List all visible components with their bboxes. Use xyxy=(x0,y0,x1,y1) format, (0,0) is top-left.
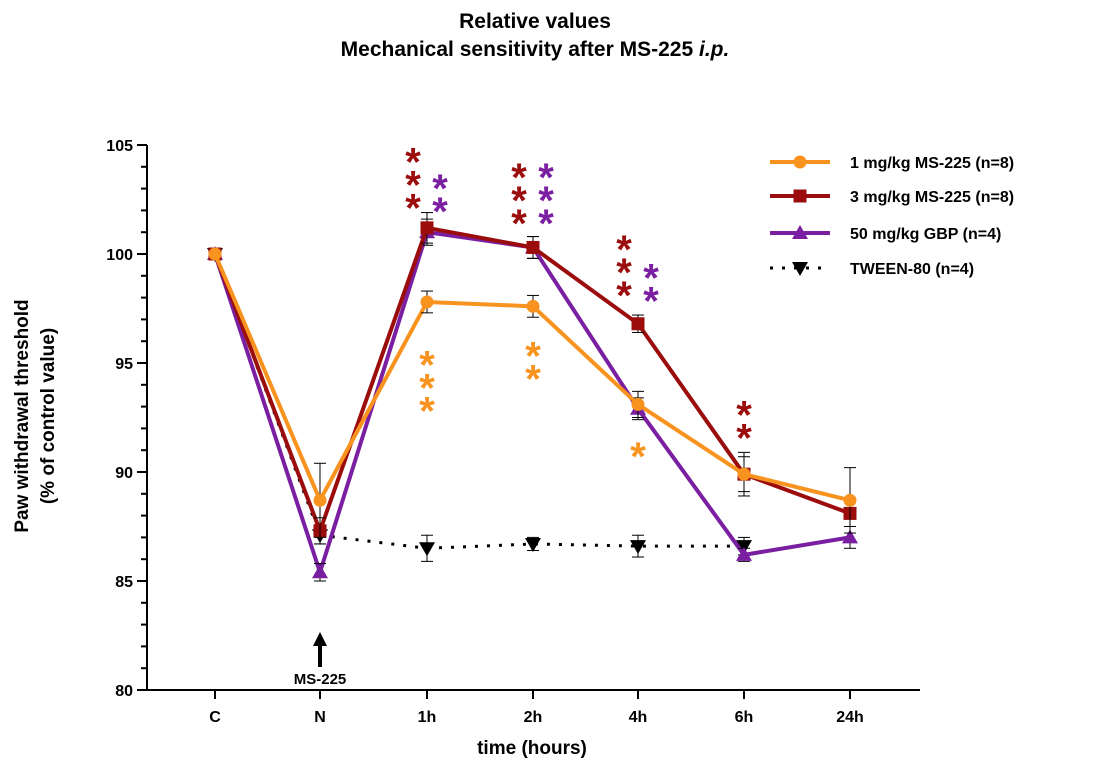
significance-star: * xyxy=(538,156,554,200)
significance-marker: ** xyxy=(643,256,659,323)
legend-swatch-marker xyxy=(793,189,807,203)
chart-title-block: Relative values Mechanical sensitivity a… xyxy=(230,8,840,64)
y-axis-label-line2: (% of control value) xyxy=(38,328,59,504)
chart-subtitle: Mechanical sensitivity after MS-225 i.p. xyxy=(230,36,840,64)
legend-label: 1 mg/kg MS-225 (n=8) xyxy=(850,155,1014,172)
x-tick-label: 24h xyxy=(836,709,864,726)
data-point xyxy=(631,317,645,331)
legend-label: TWEEN-80 (n=4) xyxy=(850,261,974,278)
legend-item: 1 mg/kg MS-225 (n=8) xyxy=(770,155,1014,172)
data-point xyxy=(737,467,751,481)
legend: 1 mg/kg MS-225 (n=8) 3 mg/kg MS-225 (n=8)… xyxy=(770,155,1014,278)
x-tick-label: C xyxy=(209,709,221,726)
data-point xyxy=(526,240,540,254)
chart-subtitle-main: Mechanical sensitivity after MS-225 xyxy=(340,38,694,61)
x-tick-label: 1h xyxy=(418,709,437,726)
significance-star: * xyxy=(736,417,752,461)
data-point xyxy=(313,493,327,507)
significance-star: * xyxy=(405,187,421,231)
significance-star: * xyxy=(511,202,527,246)
series-layer xyxy=(207,212,858,582)
data-point xyxy=(630,540,646,555)
x-tick-label: 2h xyxy=(524,709,543,726)
data-point xyxy=(526,299,540,313)
significance-star: * xyxy=(616,251,632,295)
chart-subtitle-italic: i.p. xyxy=(698,38,730,61)
series-0 xyxy=(208,247,857,538)
y-tick-label: 100 xyxy=(106,247,133,264)
significance-star: * xyxy=(525,358,541,402)
significance-star: * xyxy=(643,256,659,300)
data-point xyxy=(842,529,858,544)
series-line xyxy=(213,230,851,575)
y-tick-label: 80 xyxy=(115,683,133,700)
data-point xyxy=(843,493,857,507)
annotation-label: MS-225 xyxy=(294,671,347,688)
y-tick-label: 105 xyxy=(106,138,133,155)
significance-star: * xyxy=(616,274,632,318)
data-point xyxy=(736,546,752,561)
data-point xyxy=(631,397,645,411)
chart-title: Relative values xyxy=(459,10,611,33)
x-tick-label: 4h xyxy=(629,709,648,726)
significance-star: * xyxy=(616,228,632,272)
x-tick-label: 6h xyxy=(735,709,754,726)
significance-star: * xyxy=(432,190,448,234)
significance-star: * xyxy=(511,179,527,223)
annotation-arrow-head xyxy=(313,632,327,646)
significance-star: * xyxy=(405,141,421,185)
significance-star: * xyxy=(511,156,527,200)
series-3 xyxy=(207,248,752,562)
legend-label: 50 mg/kg GBP (n=4) xyxy=(850,226,1001,243)
significance-marker: *** xyxy=(538,156,554,246)
data-point xyxy=(208,247,222,261)
significance-star: * xyxy=(538,202,554,246)
data-point xyxy=(419,542,435,557)
data-point xyxy=(420,295,434,309)
data-point xyxy=(525,537,541,552)
significance-star: * xyxy=(419,389,435,433)
significance-marker: ** xyxy=(736,394,752,461)
y-axis-label: Paw withdrawal threshold (% of control v… xyxy=(12,299,59,532)
significance-star: * xyxy=(643,279,659,323)
legend-item: TWEEN-80 (n=4) xyxy=(770,261,974,278)
y-tick-label: 95 xyxy=(115,356,133,373)
significance-marker: *** xyxy=(419,343,435,433)
significance-marker: *** xyxy=(616,228,632,318)
legend-item: 3 mg/kg MS-225 (n=8) xyxy=(770,189,1014,206)
significance-marker: ** xyxy=(525,335,541,402)
significance-star: * xyxy=(525,335,541,379)
axes: 80 85 90 95 100 105 C N 1h 2h 4h 6h 24h MS-225 xyxy=(106,138,920,726)
significance-star: * xyxy=(630,435,646,479)
series-line xyxy=(213,253,744,550)
significance-marker: ** xyxy=(432,167,448,234)
y-axis-label-line1: Paw withdrawal threshold xyxy=(12,299,33,532)
legend-swatch-marker xyxy=(792,262,808,276)
significance-layer: *** **************** ***** xyxy=(405,141,752,479)
significance-marker: *** xyxy=(405,141,421,231)
significance-marker: *** xyxy=(511,156,527,246)
legend-swatch-marker xyxy=(792,225,808,239)
significance-star: * xyxy=(432,167,448,211)
y-tick-label: 90 xyxy=(115,465,133,482)
legend-swatch-marker xyxy=(793,155,807,169)
data-point xyxy=(420,221,434,235)
significance-star: * xyxy=(419,343,435,387)
significance-star: * xyxy=(419,366,435,410)
y-tick-label: 85 xyxy=(115,574,133,591)
data-point xyxy=(312,564,328,579)
significance-star: * xyxy=(538,179,554,223)
legend-item: 50 mg/kg GBP (n=4) xyxy=(770,225,1001,243)
x-tick-label: N xyxy=(314,709,326,726)
significance-marker: * xyxy=(630,435,646,479)
legend-label: 3 mg/kg MS-225 (n=8) xyxy=(850,189,1014,206)
x-axis-label: time (hours) xyxy=(477,738,587,759)
significance-star: * xyxy=(736,394,752,438)
significance-star: * xyxy=(405,164,421,208)
